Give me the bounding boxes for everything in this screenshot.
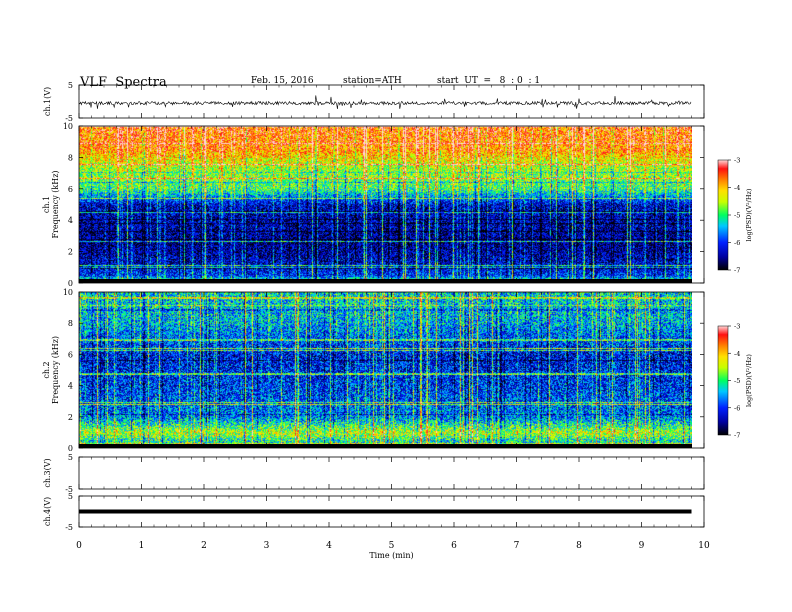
y-tick-label: 5: [68, 453, 73, 462]
y-tick-label: 0: [68, 279, 73, 288]
colorbar-tick-label: -4: [734, 184, 740, 192]
x-tick-label: 6: [451, 541, 457, 551]
x-tick-label: 4: [326, 541, 332, 551]
x-tick-label: 10: [698, 541, 710, 551]
x-tick-label: 9: [639, 541, 645, 551]
colorbar-tick-label: -5: [734, 377, 740, 385]
y-axis-label: ch.4(V): [43, 497, 52, 526]
y-axis-label: ch.1(V): [43, 87, 52, 116]
start-ut-label: start UT = 8 : 0 : 1: [437, 76, 541, 86]
ch1-waveform-trace: [78, 95, 692, 109]
y-tick-label: -5: [65, 114, 73, 123]
channel-label: ch.1: [42, 196, 51, 213]
channel-label: ch.2: [42, 361, 51, 378]
colorbar-label: log(PSD)(V²/Hz): [745, 354, 753, 407]
y-tick-label: 5: [68, 492, 73, 501]
y-axis-label: ch.3(V): [43, 458, 52, 487]
y-axis-label: Frequency (kHz): [51, 336, 60, 404]
spectrogram-baseline-band: [79, 444, 692, 448]
colorbar-label: log(PSD)(V²/Hz): [745, 188, 753, 241]
y-tick-label: 2: [68, 248, 73, 257]
ch4-waveform-trace: [79, 509, 692, 514]
colorbar-tick-label: -3: [734, 323, 740, 331]
x-tick-label: 3: [264, 541, 270, 551]
y-tick-label: 0: [68, 444, 73, 453]
y-tick-label: 6: [68, 350, 73, 359]
colorbar-tick-label: -6: [734, 404, 740, 412]
y-tick-label: -5: [65, 485, 73, 494]
spectrogram-baseline-band: [79, 279, 692, 283]
y-tick-label: 10: [63, 288, 73, 297]
spectrogram-ch1-image: [79, 126, 692, 283]
colorbar-tick-label: -3: [734, 157, 740, 165]
colorbar-ch2: [717, 325, 729, 436]
y-axis-label: Frequency (kHz): [51, 170, 60, 238]
y-tick-label: 10: [63, 122, 73, 131]
y-tick-label: 4: [68, 382, 73, 391]
date-label: Feb. 15, 2016: [251, 76, 314, 86]
colorbar-ch1: [717, 159, 729, 271]
y-tick-label: 5: [68, 81, 73, 90]
x-axis-label: Time (min): [369, 551, 413, 560]
y-tick-label: 8: [68, 153, 73, 162]
colorbar-tick-label: -6: [734, 239, 740, 247]
station-label: station=ATH: [343, 76, 402, 86]
x-tick-label: 2: [201, 541, 207, 551]
y-tick-label: 6: [68, 185, 73, 194]
y-tick-label: 2: [68, 413, 73, 422]
x-tick-label: 8: [576, 541, 582, 551]
y-tick-label: -5: [65, 523, 73, 532]
x-tick-label: 1: [139, 541, 145, 551]
y-tick-label: 4: [68, 216, 73, 225]
x-tick-label: 7: [514, 541, 520, 551]
colorbar-tick-label: -5: [734, 212, 740, 220]
x-tick-label: 5: [389, 541, 395, 551]
colorbar-tick-label: -7: [734, 267, 740, 275]
y-tick-label: 8: [68, 319, 73, 328]
spectrogram-ch2-image: [79, 292, 692, 448]
x-tick-label: 0: [76, 541, 82, 551]
colorbar-tick-label: -4: [734, 350, 740, 358]
colorbar-tick-label: -7: [734, 432, 740, 440]
